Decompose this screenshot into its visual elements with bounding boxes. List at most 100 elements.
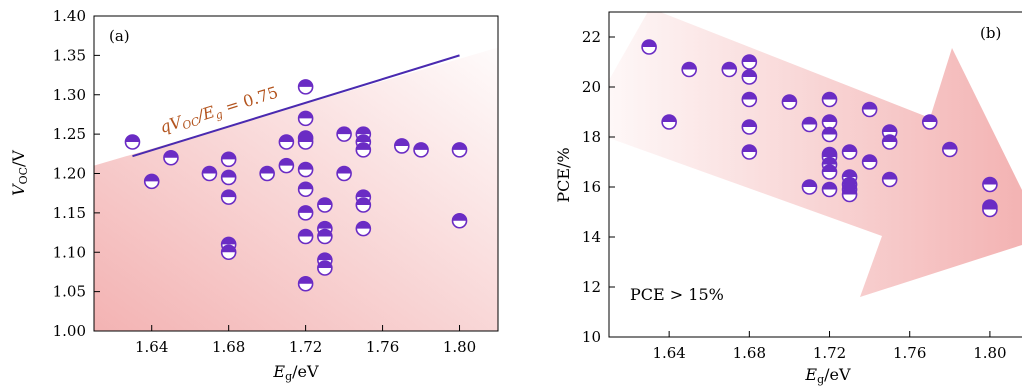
data-point <box>317 260 333 276</box>
data-point <box>143 173 160 190</box>
data-point <box>317 228 333 245</box>
data-point <box>841 144 858 160</box>
x-tick-label: 1.72 <box>289 338 322 356</box>
y-tick-label: 14 <box>582 228 601 246</box>
data-point <box>451 212 468 229</box>
data-point <box>297 275 314 292</box>
x-ticks-a: 1.64 1.68 1.72 1.76 1.80 <box>135 325 476 356</box>
y-tick-label: 22 <box>582 28 601 46</box>
pce-annotation: PCE > 15% <box>630 285 724 304</box>
data-point <box>297 134 314 150</box>
data-point <box>982 201 998 218</box>
trend-arrow <box>609 12 1022 297</box>
y-tick-label: 1.10 <box>53 243 86 261</box>
data-point <box>297 79 314 95</box>
x-tick-label: 1.76 <box>366 338 399 356</box>
y-tick-label: 12 <box>582 278 601 296</box>
data-point <box>124 134 141 150</box>
data-point <box>259 165 275 182</box>
data-point <box>297 110 314 127</box>
data-point <box>413 142 429 158</box>
data-point <box>163 149 179 166</box>
x-tick-label: 1.68 <box>212 338 245 356</box>
x-tick-label: 1.80 <box>443 338 476 356</box>
data-point <box>881 171 898 188</box>
data-point <box>336 165 352 182</box>
data-point <box>681 61 697 78</box>
data-points-a <box>124 79 468 292</box>
data-point <box>641 39 657 55</box>
data-point <box>721 61 738 78</box>
y-tick-label: 1.20 <box>53 165 86 183</box>
data-point <box>821 114 838 130</box>
data-point <box>220 244 237 261</box>
data-point <box>801 179 818 195</box>
data-point <box>201 165 218 182</box>
data-point <box>220 151 237 168</box>
y-tick-label: 1.25 <box>53 125 86 143</box>
data-point <box>297 181 314 198</box>
data-point <box>336 126 352 142</box>
x-tick-label: 1.72 <box>813 344 846 362</box>
y-tick-label: 1.35 <box>53 46 86 64</box>
y-ticks-a: 1.00 1.05 1.10 1.15 1.20 1.25 1.30 1.35 1.40 <box>53 7 100 340</box>
y-tick-label: 18 <box>582 128 601 146</box>
data-point <box>921 114 938 130</box>
chart-panel-a: 1.64 1.68 1.72 1.76 1.80 1.00 1.05 1.10 1.15 1.2… <box>9 7 499 383</box>
x-tick-label: 1.80 <box>973 344 1006 362</box>
y-tick-label: 1.15 <box>53 204 86 222</box>
data-point <box>982 176 998 193</box>
y-tick-label: 1.30 <box>53 86 86 104</box>
y-axis-label-b: PCE/% <box>554 147 573 202</box>
data-point <box>741 144 758 160</box>
data-point <box>821 91 838 108</box>
data-point <box>861 101 878 118</box>
data-points-b <box>641 39 998 218</box>
data-point <box>801 116 818 133</box>
x-tick-label: 1.64 <box>652 344 685 362</box>
data-point <box>821 164 838 180</box>
data-point <box>881 134 898 150</box>
x-tick-label: 1.76 <box>893 344 926 362</box>
y-tick-label: 1.40 <box>53 7 86 25</box>
x-tick-label: 1.68 <box>733 344 766 362</box>
y-ticks-b: 10 12 14 16 18 20 22 <box>582 28 615 346</box>
x-tick-label: 1.64 <box>135 338 168 356</box>
data-point <box>741 69 758 85</box>
data-point <box>741 119 758 135</box>
data-point <box>220 169 237 186</box>
ratio-line <box>132 54 460 158</box>
shaded-region-a <box>94 47 498 331</box>
data-point <box>781 94 798 110</box>
data-point <box>942 141 958 158</box>
data-point <box>220 189 237 205</box>
data-point <box>278 157 295 174</box>
data-point <box>841 186 858 203</box>
data-point <box>278 134 295 150</box>
data-point <box>741 91 758 108</box>
x-axis-label-a: Eg/eV <box>272 362 319 383</box>
data-point <box>355 197 372 213</box>
data-point <box>355 220 372 237</box>
data-point <box>821 126 838 143</box>
data-point <box>451 142 468 158</box>
data-point <box>741 54 758 70</box>
x-ticks-b: 1.64 1.68 1.72 1.76 1.80 <box>652 331 1007 362</box>
y-tick-label: 20 <box>582 78 601 96</box>
y-tick-label: 10 <box>582 328 601 346</box>
data-point <box>661 114 677 130</box>
data-point <box>297 205 314 221</box>
y-tick-label: 1.05 <box>53 283 86 301</box>
panel-label-b: (b) <box>980 24 1001 42</box>
y-axis-label-a: VOC/V <box>9 150 30 196</box>
data-point <box>317 197 333 213</box>
x-axis-label-b: Eg/eV <box>804 365 851 386</box>
plot-frame-b <box>608 11 1022 338</box>
data-point <box>355 142 372 158</box>
data-point <box>297 228 314 245</box>
data-point <box>861 154 878 170</box>
y-tick-label: 16 <box>582 178 601 196</box>
data-point <box>394 138 410 154</box>
